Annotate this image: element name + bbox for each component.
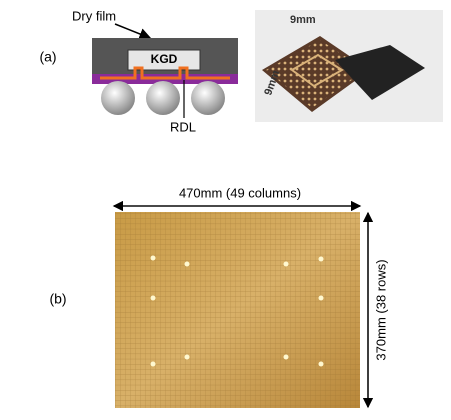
- solder-ball: [191, 81, 225, 115]
- panel-label: (b): [49, 291, 66, 307]
- chip-pads: [266, 40, 366, 108]
- panel-label: (a): [39, 49, 56, 65]
- dim-label: 9mm: [290, 14, 316, 26]
- rdl-label: RDL: [170, 119, 196, 134]
- height-label: 370mm (38 rows): [373, 259, 388, 360]
- solder-ball: [101, 81, 135, 115]
- chip-ring: [290, 53, 344, 88]
- dry-film-label: Dry film: [72, 8, 116, 23]
- fiducials: [150, 255, 324, 367]
- panel-grid: [115, 212, 360, 408]
- kgd-die: [127, 49, 201, 71]
- solder-ball: [146, 81, 180, 115]
- chip-back: [335, 45, 425, 100]
- width-label: 470mm (49 columns): [179, 185, 301, 200]
- rdl-trace: [100, 66, 230, 80]
- kgd-label: KGD: [151, 52, 178, 66]
- arrow: [114, 23, 152, 40]
